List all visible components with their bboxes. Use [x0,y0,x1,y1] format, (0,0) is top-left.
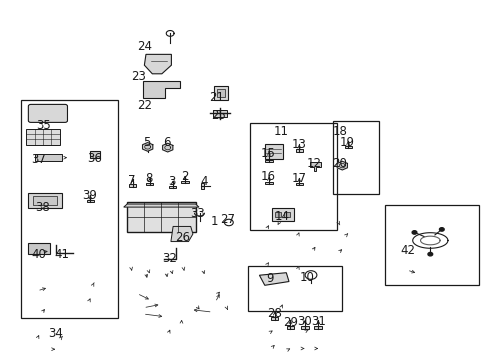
Text: 2: 2 [181,170,188,183]
Bar [145,183,153,185]
Bar [265,160,272,162]
FancyBboxPatch shape [28,104,67,122]
Polygon shape [143,81,180,98]
Circle shape [411,231,416,234]
Circle shape [439,228,443,231]
Polygon shape [123,204,199,207]
Polygon shape [259,273,288,285]
Polygon shape [142,143,152,151]
Bar [314,326,322,329]
Text: 27: 27 [220,213,235,226]
Bar [283,212,289,217]
Polygon shape [163,143,172,152]
Bar [295,183,303,185]
Text: 41: 41 [55,248,69,261]
Polygon shape [144,54,171,74]
Bar [286,326,294,329]
Bar [213,109,226,117]
Text: 11: 11 [273,125,288,138]
Text: 29: 29 [283,316,297,329]
Text: 8: 8 [145,172,153,185]
Text: 36: 36 [87,152,102,165]
Text: 20: 20 [332,157,346,170]
Text: 10: 10 [299,271,314,284]
Text: 7: 7 [128,174,136,186]
Text: 24: 24 [137,40,151,53]
Bar [264,144,283,159]
Text: 33: 33 [190,207,205,220]
Bar [20,100,118,318]
Polygon shape [309,162,320,171]
Text: 17: 17 [291,172,306,185]
Bar [33,196,57,206]
Bar [300,326,308,329]
Text: 1: 1 [210,215,218,228]
Text: 15: 15 [260,147,275,160]
Text: 40: 40 [31,248,46,261]
Text: 12: 12 [306,157,321,170]
Bar [87,200,94,202]
Text: 18: 18 [332,125,346,138]
Polygon shape [337,161,346,170]
Text: 3: 3 [168,175,176,188]
Text: 39: 39 [82,189,97,202]
Text: 30: 30 [297,315,311,328]
Text: 9: 9 [266,273,274,285]
Polygon shape [171,226,192,242]
Bar [248,266,342,311]
Bar [26,129,60,145]
Bar [217,89,224,97]
Text: 35: 35 [37,119,51,132]
Bar [271,208,293,220]
Bar [271,317,278,320]
Text: 26: 26 [175,231,190,244]
Text: 31: 31 [310,315,325,328]
Text: 6: 6 [163,136,171,149]
Bar [127,202,195,232]
Bar [201,183,204,189]
Bar [36,154,62,161]
Text: 5: 5 [142,136,150,149]
Circle shape [427,252,432,256]
Text: 19: 19 [339,136,354,149]
Text: 23: 23 [131,70,145,83]
Bar [295,149,303,152]
Bar [28,193,61,208]
Text: 13: 13 [291,138,306,150]
Text: 21: 21 [208,91,223,104]
Bar [274,212,281,217]
Bar [129,184,136,187]
Text: 16: 16 [260,170,275,183]
Text: 25: 25 [210,109,225,122]
Text: 4: 4 [200,175,208,188]
Text: 14: 14 [274,210,289,222]
Text: 38: 38 [36,201,50,214]
Bar [384,205,478,285]
Text: 28: 28 [267,307,282,320]
Text: 32: 32 [162,252,177,265]
Bar [265,182,272,184]
Bar [333,121,378,194]
Bar [344,146,351,148]
Bar [28,243,50,254]
Bar [214,86,227,100]
Text: 37: 37 [31,153,46,166]
Bar [249,123,337,230]
Bar [169,186,176,188]
Text: 42: 42 [400,244,415,257]
Text: 34: 34 [48,327,62,340]
Bar [181,181,188,183]
Text: 22: 22 [137,99,152,112]
Bar [90,151,100,158]
